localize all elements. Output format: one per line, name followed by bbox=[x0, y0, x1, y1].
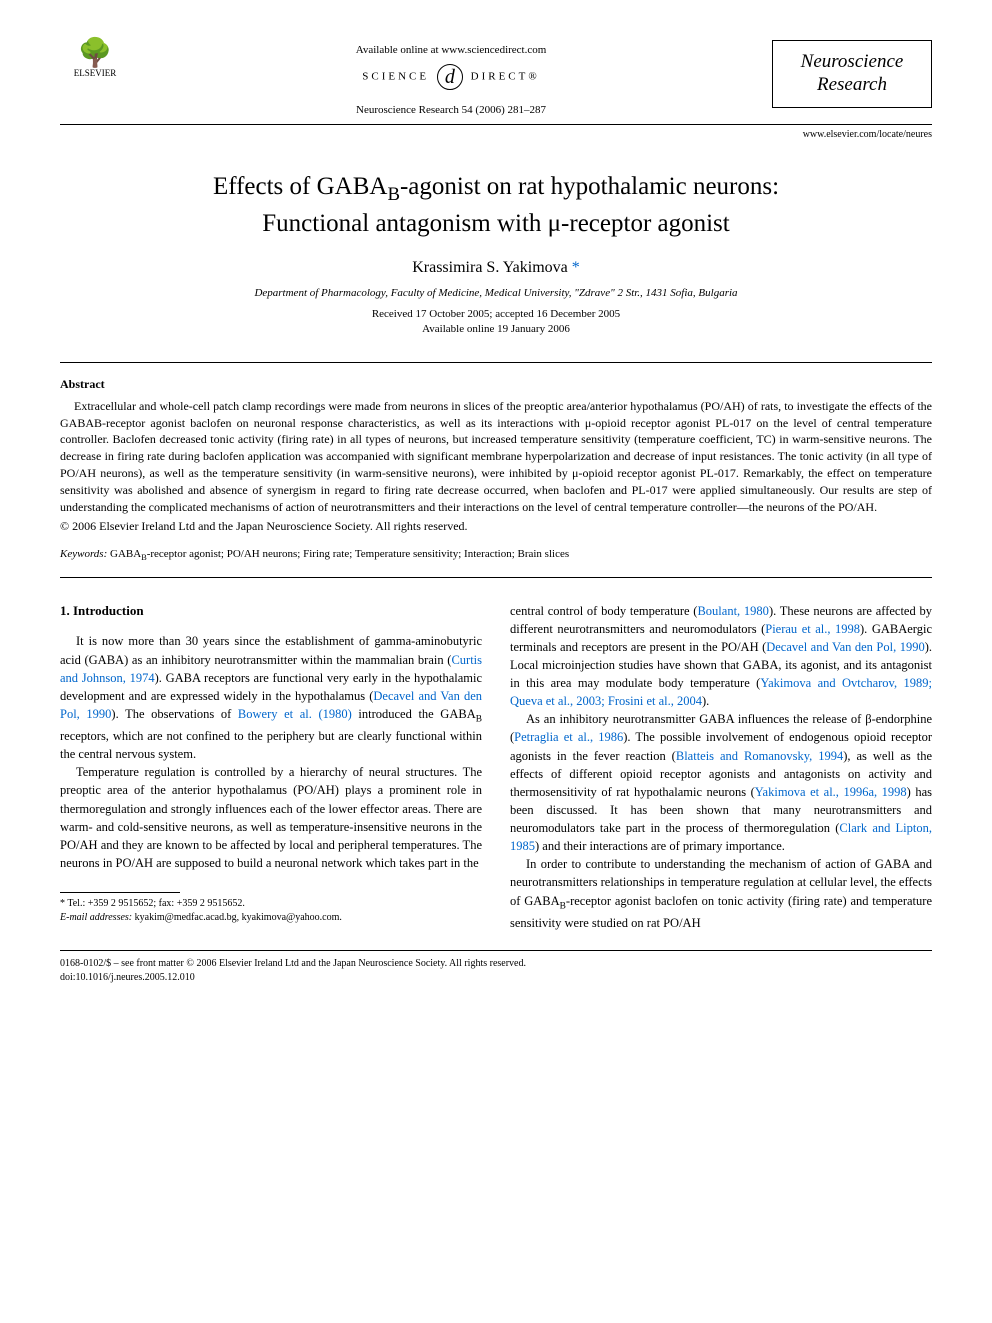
journal-reference: Neuroscience Research 54 (2006) 281–287 bbox=[130, 104, 772, 116]
paragraph: As an inhibitory neurotransmitter GABA i… bbox=[510, 710, 932, 855]
abstract-copyright: © 2006 Elsevier Ireland Ltd and the Japa… bbox=[60, 519, 932, 534]
title-line1: Effects of GABAB-agonist on rat hypothal… bbox=[213, 173, 779, 200]
corresponding-star-icon: * bbox=[572, 259, 580, 276]
abstract-text: Extracellular and whole-cell patch clamp… bbox=[60, 398, 932, 516]
science-direct-logo: SCIENCE d DIRECT® bbox=[130, 64, 772, 90]
elsevier-tree-icon: 🌳 bbox=[60, 40, 130, 68]
received-date: Received 17 October 2005; accepted 16 De… bbox=[60, 307, 932, 322]
email-label: E-mail addresses: bbox=[60, 912, 132, 923]
header: 🌳 ELSEVIER Available online at www.scien… bbox=[60, 40, 932, 125]
author-name: Krassimira S. Yakimova bbox=[412, 259, 568, 276]
article-title: Effects of GABAB-agonist on rat hypothal… bbox=[60, 170, 932, 241]
available-date: Available online 19 January 2006 bbox=[60, 322, 932, 337]
corresponding-footnote: * Tel.: +359 2 9515652; fax: +359 2 9515… bbox=[60, 897, 482, 911]
available-online: Available online at www.sciencedirect.co… bbox=[130, 44, 772, 56]
doi[interactable]: doi:10.1016/j.neures.2005.12.010 bbox=[60, 971, 932, 985]
email-addresses[interactable]: kyakim@medfac.acad.bg, kyakimova@yahoo.c… bbox=[132, 912, 342, 923]
paragraph: Temperature regulation is controlled by … bbox=[60, 763, 482, 872]
keywords-text: GABAB-receptor agonist; PO/AH neurons; F… bbox=[107, 548, 569, 560]
direct-label: DIRECT® bbox=[471, 71, 540, 83]
divider bbox=[60, 362, 932, 363]
divider bbox=[60, 577, 932, 578]
locate-url[interactable]: www.elsevier.com/locate/neures bbox=[60, 129, 932, 140]
footer-divider bbox=[60, 950, 932, 951]
citation-link[interactable]: Pierau et al., 1998 bbox=[765, 622, 860, 636]
journal-name-line1: Neuroscience bbox=[787, 51, 917, 74]
citation-link[interactable]: Boulant, 1980 bbox=[697, 604, 768, 618]
journal-title-box: Neuroscience Research bbox=[772, 40, 932, 108]
citation-link[interactable]: Blatteis and Romanovsky, 1994 bbox=[676, 749, 843, 763]
author: Krassimira S. Yakimova * bbox=[60, 259, 932, 277]
citation-link[interactable]: Decavel and Van den Pol, 1990 bbox=[766, 640, 924, 654]
citation-link[interactable]: Bowery et al. (1980) bbox=[238, 707, 352, 721]
paragraph: In order to contribute to understanding … bbox=[510, 855, 932, 931]
publisher-name: ELSEVIER bbox=[60, 68, 130, 78]
keywords-label: Keywords: bbox=[60, 548, 107, 560]
title-line2: Functional antagonism with μ-receptor ag… bbox=[262, 210, 729, 237]
citation-link[interactable]: Yakimova et al., 1996a, 1998 bbox=[755, 785, 907, 799]
footnote-divider bbox=[60, 892, 180, 893]
publisher-logo: 🌳 ELSEVIER bbox=[60, 40, 130, 78]
sciencedirect-d-icon: d bbox=[437, 64, 463, 90]
header-center: Available online at www.sciencedirect.co… bbox=[130, 40, 772, 116]
section-heading: 1. Introduction bbox=[60, 602, 482, 621]
keywords: Keywords: GABAB-receptor agonist; PO/AH … bbox=[60, 548, 932, 562]
abstract-heading: Abstract bbox=[60, 377, 932, 392]
left-column: 1. Introduction It is now more than 30 y… bbox=[60, 602, 482, 932]
citation-link[interactable]: Petraglia et al., 1986 bbox=[514, 730, 623, 744]
body-columns: 1. Introduction It is now more than 30 y… bbox=[60, 602, 932, 932]
science-label: SCIENCE bbox=[362, 71, 429, 83]
article-dates: Received 17 October 2005; accepted 16 De… bbox=[60, 307, 932, 338]
paragraph: central control of body temperature (Bou… bbox=[510, 602, 932, 711]
footer: 0168-0102/$ – see front matter © 2006 El… bbox=[60, 957, 932, 985]
paragraph: It is now more than 30 years since the e… bbox=[60, 632, 482, 763]
front-matter: 0168-0102/$ – see front matter © 2006 El… bbox=[60, 957, 932, 971]
right-column: central control of body temperature (Bou… bbox=[510, 602, 932, 932]
affiliation: Department of Pharmacology, Faculty of M… bbox=[60, 287, 932, 299]
journal-name-line2: Research bbox=[787, 74, 917, 97]
email-footnote: E-mail addresses: kyakim@medfac.acad.bg,… bbox=[60, 911, 482, 925]
